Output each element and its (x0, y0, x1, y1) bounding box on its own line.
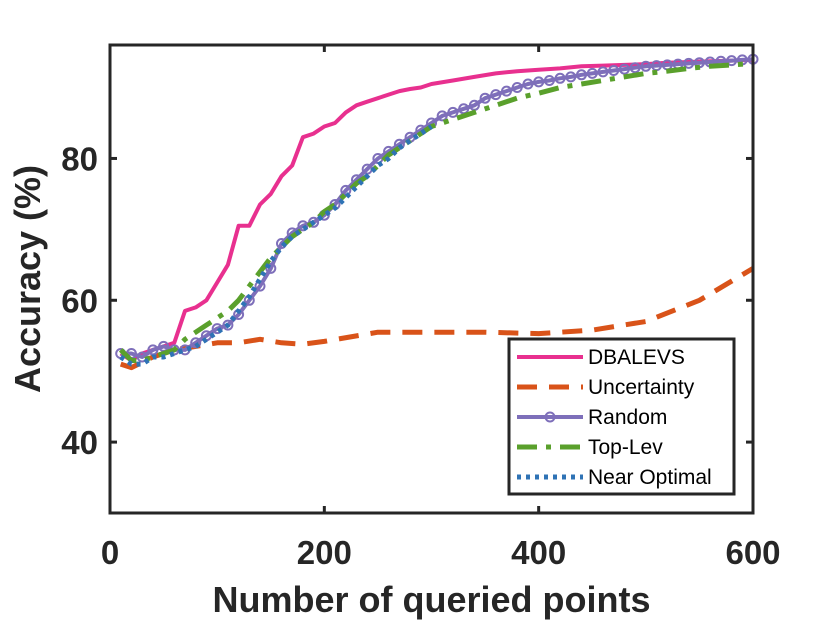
data-point-random (222, 319, 234, 331)
data-point-random (565, 71, 577, 83)
data-point-random (522, 78, 534, 90)
axes-box (108, 43, 755, 515)
legend-label-dbalevs: DBALEVS (588, 346, 685, 369)
legend: DBALEVS Uncertainty Random Top-Lev Near Opti… (507, 337, 736, 496)
series-line-top-lev (118, 60, 754, 363)
data-point-random (458, 103, 470, 115)
data-point-random (190, 337, 202, 349)
data-point-random (618, 63, 630, 75)
data-point-random (490, 89, 502, 101)
data-point-random (297, 220, 309, 232)
x-tick-label: 400 (511, 534, 566, 571)
data-point-random (479, 92, 491, 104)
data-point-random (393, 138, 405, 150)
legend-label-random: Random (588, 406, 667, 429)
legend-label-near-optimal: Near Optimal (588, 466, 712, 489)
legend-marker-random (544, 411, 556, 423)
data-point-random (586, 67, 598, 79)
data-point-random (597, 66, 609, 78)
series-line-near-optimal (119, 124, 433, 367)
x-axis-label: Number of queried points (212, 579, 650, 620)
series-line-dbalevs (119, 57, 754, 363)
data-point-random (543, 75, 555, 86)
series-layer (115, 53, 759, 371)
data-point-random (533, 76, 545, 88)
ticks-layer: 0 200 400 600 40 60 80 (61, 45, 781, 571)
data-point-random (511, 82, 523, 93)
axes-layer (108, 43, 755, 515)
data-point-random (211, 323, 223, 335)
data-point-random (554, 72, 566, 84)
data-point-random (576, 69, 587, 81)
legend-label-uncertainty: Uncertainty (588, 376, 695, 399)
data-point-random (501, 85, 512, 97)
data-point-random (608, 65, 620, 76)
x-tick-label: 0 (101, 534, 119, 571)
data-point-random (683, 57, 695, 69)
data-point-random (147, 344, 159, 356)
data-point-random (447, 106, 459, 118)
y-tick-label: 80 (61, 140, 98, 177)
data-point-random (629, 62, 641, 74)
legend-label-top-lev: Top-Lev (588, 436, 663, 459)
data-point-random (265, 262, 277, 274)
y-axis-label: Accuracy (%) (7, 165, 48, 393)
y-tick-label: 60 (61, 282, 98, 319)
data-point-random (726, 55, 738, 67)
x-tick-label: 600 (725, 534, 780, 571)
y-tick-label: 40 (61, 424, 98, 461)
data-point-random (640, 60, 652, 72)
x-tick-label: 200 (297, 534, 352, 571)
data-point-random (436, 110, 448, 122)
